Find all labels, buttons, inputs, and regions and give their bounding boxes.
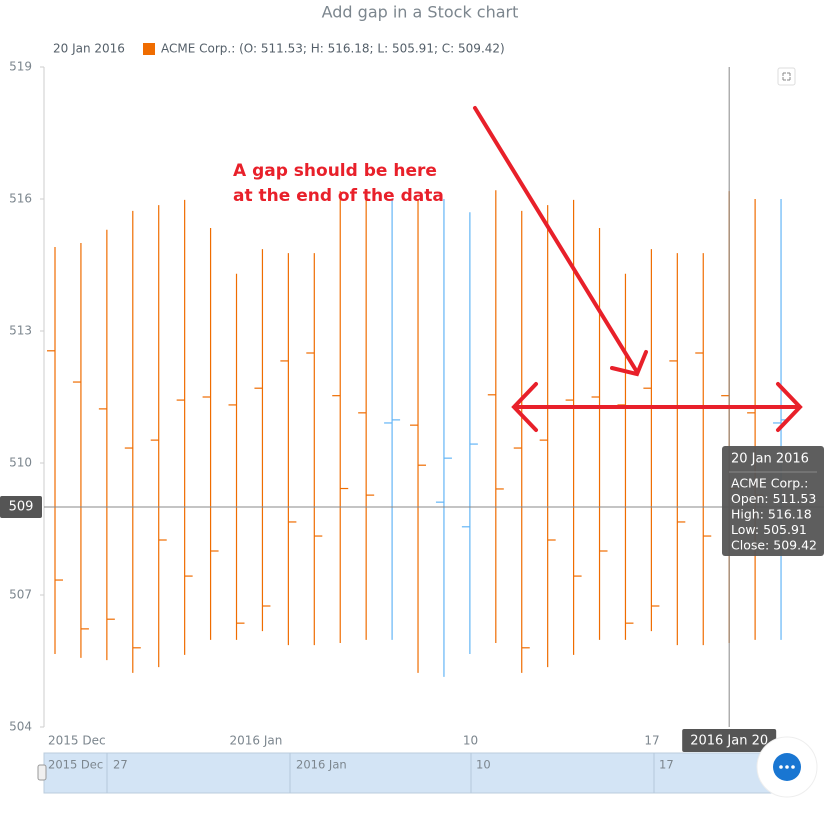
tooltip-title: 20 Jan 2016	[731, 452, 809, 467]
tooltip-line: Close: 509.42	[731, 538, 817, 553]
legend-swatch	[143, 43, 155, 55]
annotation-arrows	[473, 106, 803, 432]
fullscreen-button[interactable]	[777, 67, 796, 86]
tooltip-line: High: 516.18	[731, 507, 812, 522]
tooltip-line: ACME Corp.:	[731, 476, 808, 491]
crosshair-x-label: 2016 Jan 20	[690, 734, 768, 749]
annotation: at the end of the data	[233, 186, 444, 206]
y-tick-label: 507	[9, 588, 32, 602]
annotation: A gap should be here	[233, 161, 437, 181]
tooltip-line: Low: 505.91	[731, 522, 807, 537]
scroller-labels: 2015 Dec 27 2016 Jan 10 17	[48, 753, 674, 793]
legend-date: 20 Jan 2016	[53, 42, 125, 56]
legend-text: ACME Corp.: (O: 511.53; H: 516.18; L: 50…	[161, 42, 505, 56]
x-tick-label: 17	[644, 734, 659, 748]
x-tick-label: 2016 Jan	[230, 734, 283, 748]
scroller-label: 27	[113, 758, 128, 772]
scroller-label: 17	[659, 758, 674, 772]
scroller-label: 10	[476, 758, 491, 772]
x-tick-label: 2015 Dec	[48, 734, 106, 748]
chat-dot	[779, 765, 783, 769]
tooltip-line: Open: 511.53	[731, 491, 816, 506]
scroller-label: 2015 Dec	[48, 758, 103, 772]
scroller[interactable]	[43, 752, 791, 794]
scroller-label: 2016 Jan	[296, 758, 347, 772]
y-tick-label: 519	[9, 60, 32, 74]
y-tick-label: 504	[9, 720, 32, 734]
crosshair-y-label: 509	[9, 500, 34, 515]
chart-title: Add gap in a Stock chart	[322, 3, 519, 22]
plot: 504 507 510 513 516 519 2015 Dec 2016 Jan 10 17 50…	[0, 60, 824, 752]
crosshair-y-box	[0, 496, 42, 518]
tooltip-box	[722, 446, 824, 556]
scroller-thumb[interactable]	[37, 764, 47, 781]
chat-dot	[791, 765, 795, 769]
y-tick-label: 513	[9, 324, 32, 338]
y-tick-label: 516	[9, 192, 32, 206]
x-tick-label: 10	[463, 734, 478, 748]
fullscreen-icon	[782, 72, 791, 81]
chat-dot	[785, 765, 789, 769]
crosshair-x-box	[682, 729, 777, 752]
y-tick-label: 510	[9, 456, 32, 470]
tooltip: 20 Jan 2016 ACME Corp.:Open: 511.53High: …	[722, 446, 824, 556]
